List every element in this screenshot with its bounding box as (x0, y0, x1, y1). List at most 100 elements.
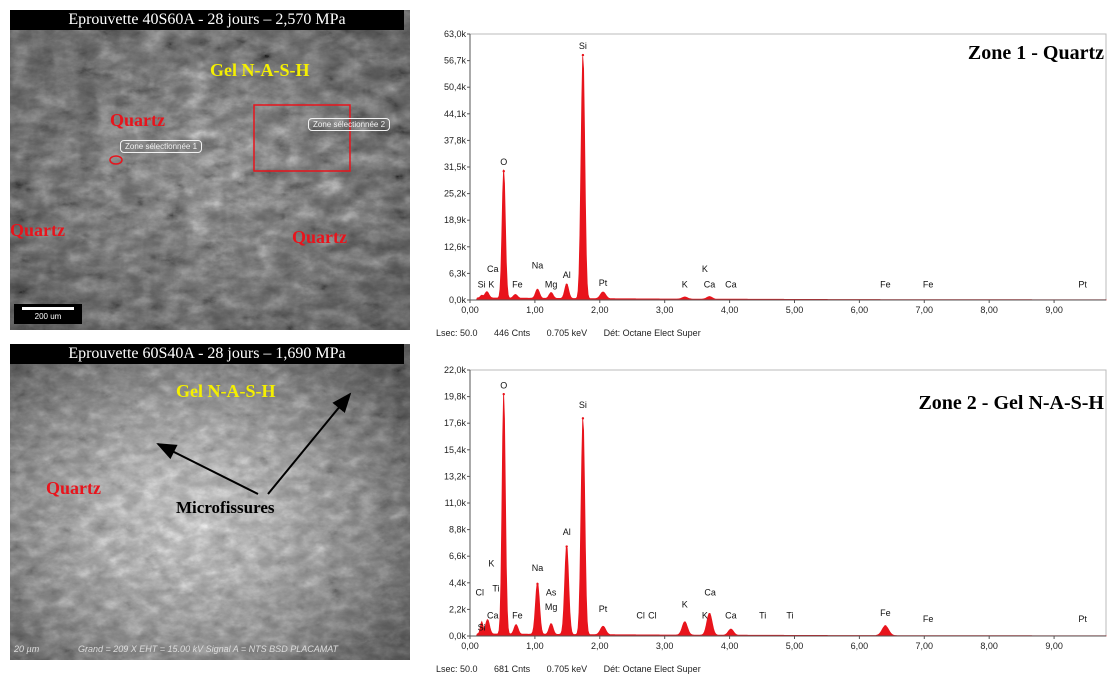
peak-label: Ca (704, 587, 716, 597)
x-tick-label: 3,00 (656, 641, 674, 651)
x-tick-label: 7,00 (916, 641, 934, 651)
chart-title-2: Zone 2 - Gel N-A-S-H (918, 392, 1104, 414)
peak-label: Pt (599, 604, 608, 614)
eds-chart-2: 0,0k 2,2k 4,4k 6,6k 8,8k 11,0k 13,2k 15,4k 17,6k… (430, 364, 1110, 678)
y-tick-label: 12,6k (444, 242, 467, 252)
x-tick-label: 5,00 (786, 305, 804, 315)
scale-bar-1: 200 um (14, 304, 82, 324)
peak-label: Ti (759, 610, 766, 620)
y-tick-label: 50,4k (444, 82, 467, 92)
peak-label: Fe (880, 279, 891, 289)
peak-label: Si (478, 279, 486, 289)
y-tick-label: 2,2k (449, 604, 467, 614)
peak-label: Mg (545, 279, 558, 289)
zone-tag-1: Zone sélectionnée 1 (120, 140, 203, 153)
spectrum-peak (486, 620, 489, 623)
peak-label: Ti (786, 610, 793, 620)
y-tick-label: 56,7k (444, 56, 467, 66)
peak-label: O (500, 381, 507, 391)
x-tick-label: 4,00 (721, 305, 739, 315)
spectrum-peak (502, 392, 505, 396)
spectrum-peak (581, 417, 585, 420)
plot-frame (469, 33, 1107, 301)
spectrum-peak (514, 625, 518, 628)
y-tick-label: 15,4k (444, 445, 467, 455)
x-tick-label: 6,00 (851, 305, 869, 315)
spectrum-peak (565, 284, 568, 287)
y-tick-label: 44,1k (444, 109, 467, 119)
footer-lsec: Lsec: 50.0 (436, 328, 478, 338)
eds-spectrum-1: 0,0k 6,3k 12,6k 18,9k 25,2k 31,5k 37,8k 44,1k 50… (444, 29, 1107, 315)
peak-label: Na (532, 563, 544, 573)
x-tick-label: 7,00 (916, 305, 934, 315)
spectrum-area (470, 392, 1107, 637)
footer-counts: 446 Cnts (494, 328, 531, 338)
sem-caption-2: Eprouvette 60S40A - 28 jours – 1,690 MPa (10, 344, 404, 364)
x-tick-label: 8,00 (980, 641, 998, 651)
footer-counts: 681 Cnts (494, 664, 531, 674)
spectrum-peak (729, 628, 733, 632)
peak-label: K (488, 279, 494, 289)
peak-label: Ca (487, 264, 499, 274)
y-tick-label: 22,0k (444, 365, 467, 375)
sem-scale-2: 20 µm (14, 644, 40, 654)
x-tick-label: 9,00 (1045, 641, 1063, 651)
spectrum-peak (708, 613, 711, 616)
spectrum-peak (485, 292, 489, 295)
y-tick-label: 6,6k (449, 551, 467, 561)
y-tick-label: 25,2k (444, 189, 467, 199)
spectrum-peak (565, 545, 568, 548)
peak-label: Fe (512, 279, 523, 289)
peak-label: Pt (1078, 614, 1087, 624)
y-tick-label: 31,5k (444, 162, 467, 172)
y-tick-label: 19,8k (444, 392, 467, 402)
x-tick-label: 1,00 (526, 305, 544, 315)
zone-1-marker (109, 155, 123, 165)
spectrum-peak (683, 621, 687, 624)
label-quartz-left: Quartz (10, 220, 65, 240)
peak-label: Cl (648, 610, 657, 620)
spectrum-peak (549, 623, 553, 627)
peak-label: Mg (545, 602, 558, 612)
y-tick-label: 4,4k (449, 578, 467, 588)
y-tick-label: 37,8k (444, 135, 467, 145)
spectrum-peak (480, 622, 483, 626)
peak-label: Fe (923, 279, 934, 289)
label-microfissures: Microfissures (176, 498, 275, 517)
x-tick-label: 2,00 (591, 305, 609, 315)
x-tick-label: 4,00 (721, 641, 739, 651)
spectrum-peak (480, 296, 483, 299)
peak-label: O (500, 157, 507, 167)
arrow-microfissure-right (267, 392, 352, 495)
spectrum-peak (514, 295, 517, 298)
y-tick-label: 8,8k (449, 525, 467, 535)
spectrum-area (470, 56, 1107, 301)
y-tick-label: 0,0k (449, 295, 467, 305)
peak-label: K (702, 264, 708, 274)
x-tick-label: 8,00 (980, 305, 998, 315)
spectrum-peak (581, 53, 585, 57)
peak-label: Al (563, 527, 571, 537)
x-tick-label: 9,00 (1045, 305, 1063, 315)
footer-energy: 0.705 keV (546, 664, 588, 674)
sem-texture-1 (10, 10, 410, 330)
peak-label: Si (579, 41, 587, 51)
y-tick-label: 0,0k (449, 631, 467, 641)
x-tick-label: 5,00 (786, 641, 804, 651)
x-tick-label: 3,00 (656, 305, 674, 315)
spectrum-peak (601, 292, 605, 295)
peak-label: Cl (636, 610, 645, 620)
spectrum-peak (502, 170, 505, 173)
peak-label: K (488, 558, 494, 568)
label-quartz-top: Quartz (110, 110, 165, 130)
peak-label: Ti (492, 584, 499, 594)
zone-2-rectangle (253, 104, 351, 172)
spectrum-peak (601, 626, 605, 629)
peak-label: Fe (512, 610, 523, 620)
peak-label: Si (579, 400, 587, 410)
y-tick-label: 17,6k (444, 418, 467, 428)
peak-label: Si (478, 622, 486, 632)
peak-label: Ca (704, 279, 716, 289)
x-tick-label: 0,00 (461, 641, 479, 651)
sem-image-2: Eprouvette 60S40A - 28 jours – 1,690 MPa… (10, 344, 410, 660)
